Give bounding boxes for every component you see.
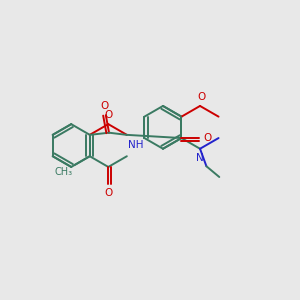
Text: NH: NH — [128, 140, 143, 150]
Text: O: O — [104, 110, 112, 120]
Text: CH₃: CH₃ — [55, 167, 73, 177]
Text: O: O — [100, 101, 109, 111]
Text: O: O — [204, 133, 212, 143]
Text: O: O — [198, 92, 206, 102]
Text: O: O — [104, 188, 112, 198]
Text: N: N — [196, 153, 204, 163]
